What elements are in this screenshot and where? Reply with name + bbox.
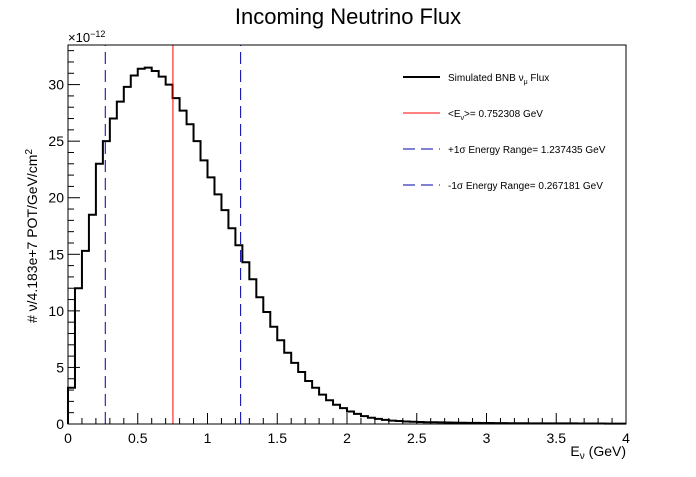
x-tick-label: 0 <box>64 430 72 446</box>
y-tick-label: 25 <box>48 133 64 149</box>
y-tick-label: 30 <box>48 77 64 93</box>
plot-frame <box>67 44 627 425</box>
y-tick-label: 5 <box>56 359 64 375</box>
y-axis-label: # ν/4.183e+7 POT/GeV/cm2 <box>24 149 40 323</box>
chart-title: Incoming Neutrino Flux <box>235 4 461 29</box>
y-axis-multiplier: ×10−12 <box>68 29 105 45</box>
legend-label-mean: <Eν>= 0.752308 GeV <box>448 109 543 122</box>
y-tick-label: 10 <box>48 303 64 319</box>
y-tick-label: 15 <box>48 246 64 262</box>
x-tick-label: 3.5 <box>547 430 567 446</box>
y-tick-label: 0 <box>56 416 64 432</box>
legend: Simulated BNB νμ Flux <Eν>= 0.752308 GeV… <box>403 73 606 192</box>
x-tick-label: 1.5 <box>268 430 288 446</box>
x-tick-label: 2.5 <box>407 430 427 446</box>
x-axis-label: Eν (GeV) <box>570 443 626 462</box>
y-tick-label: 20 <box>48 190 64 206</box>
x-tick-label: 1 <box>204 430 212 446</box>
legend-label-flux: Simulated BNB νμ Flux <box>448 73 549 86</box>
flux-histogram-line <box>67 66 626 425</box>
x-tick-label: 0.5 <box>128 430 148 446</box>
x-tick-label: 4 <box>622 430 630 446</box>
x-tick-label: 2 <box>343 430 351 446</box>
x-tick-label: 3 <box>483 430 491 446</box>
legend-label-plus-sigma: +1σ Energy Range= 1.237435 GeV <box>448 145 606 156</box>
plot-area: 0 0.5 1 1.5 2 2.5 3 3.5 4 0 5 10 15 20 25 30 <box>48 45 630 446</box>
legend-label-minus-sigma: -1σ Energy Range= 0.267181 GeV <box>448 181 603 192</box>
